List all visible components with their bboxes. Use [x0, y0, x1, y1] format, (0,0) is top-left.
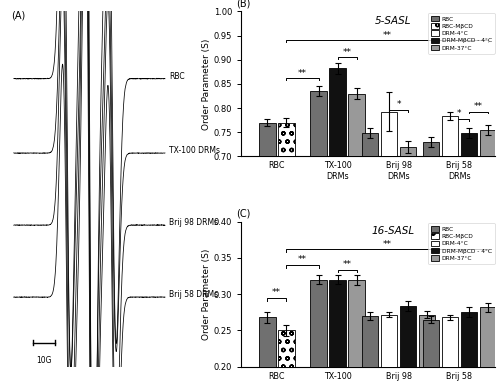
Bar — [418, 314, 436, 367]
Text: **: ** — [272, 288, 281, 297]
Legend: RBC, RBC-MβCD, DRM-4°C, DRM-MβCD - 4°C, DRM-37°C: RBC, RBC-MβCD, DRM-4°C, DRM-MβCD - 4°C, … — [428, 223, 494, 264]
Bar — [460, 312, 477, 367]
Bar — [442, 117, 458, 157]
Bar — [480, 130, 496, 157]
Text: Brij 98 DRMs: Brij 98 DRMs — [169, 218, 218, 227]
Legend: RBC, RBC-MβCD, DRM-4°C, DRM-MβCD - 4°C, DRM-37°C: RBC, RBC-MβCD, DRM-4°C, DRM-MβCD - 4°C, … — [428, 13, 494, 53]
Text: (B): (B) — [236, 0, 250, 8]
Text: **: ** — [342, 48, 351, 57]
Text: **: ** — [382, 240, 392, 249]
Text: **: ** — [298, 256, 307, 264]
Text: (C): (C) — [236, 209, 250, 219]
Bar — [329, 68, 346, 157]
Text: *: * — [396, 100, 401, 109]
Text: 10G: 10G — [36, 356, 52, 365]
Text: Brij 58 DRMs: Brij 58 DRMs — [169, 290, 218, 299]
Text: RBC: RBC — [169, 72, 184, 81]
Text: (A): (A) — [12, 11, 26, 21]
Bar — [258, 123, 276, 157]
Bar — [400, 306, 416, 367]
Bar — [362, 316, 378, 367]
Text: **: ** — [298, 69, 307, 78]
Y-axis label: Order Parameter (S): Order Parameter (S) — [202, 249, 211, 340]
Text: 16-SASL: 16-SASL — [372, 226, 415, 236]
Bar — [380, 112, 398, 157]
Bar — [400, 147, 416, 157]
Bar — [310, 280, 327, 367]
Bar — [348, 94, 365, 157]
Bar — [380, 314, 398, 367]
Text: **: ** — [474, 102, 483, 111]
Text: TX-100 DRMs: TX-100 DRMs — [169, 146, 220, 155]
Bar — [442, 317, 458, 367]
Bar — [362, 133, 378, 157]
Bar — [460, 133, 477, 157]
Text: **: ** — [342, 260, 351, 269]
Y-axis label: Order Parameter (S): Order Parameter (S) — [202, 38, 211, 129]
Bar — [480, 307, 496, 367]
Text: **: ** — [382, 31, 392, 40]
Bar — [258, 317, 276, 367]
Text: *: * — [457, 109, 462, 118]
Bar — [422, 142, 440, 157]
Bar — [278, 330, 294, 367]
Bar — [422, 320, 440, 367]
Bar — [310, 91, 327, 157]
Bar — [348, 280, 365, 367]
Bar — [278, 123, 294, 157]
Text: 5-SASL: 5-SASL — [375, 16, 412, 26]
Bar — [329, 280, 346, 367]
